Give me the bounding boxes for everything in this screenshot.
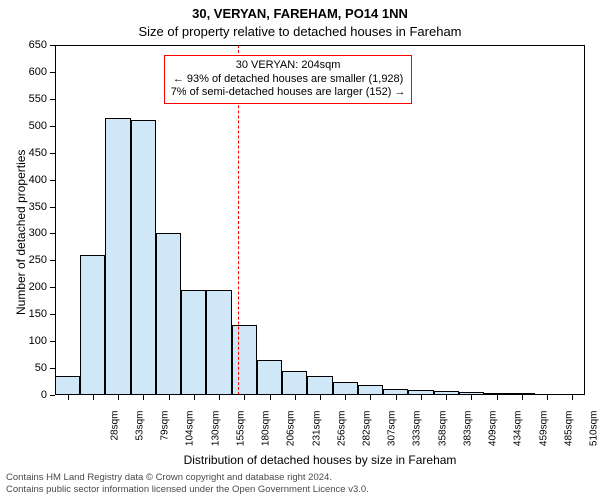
y-tick-label: 350	[0, 201, 47, 213]
x-tick-label: 206sqm	[286, 411, 297, 461]
y-tick-label: 250	[0, 254, 47, 266]
histogram-bar	[206, 290, 231, 395]
y-tick-label: 550	[0, 93, 47, 105]
chart-title-line2: Size of property relative to detached ho…	[0, 24, 600, 39]
y-tick	[50, 287, 55, 288]
annotation-line: 30 VERYAN: 204sqm	[171, 59, 406, 73]
x-tick	[143, 395, 144, 400]
y-tick	[50, 126, 55, 127]
axis-top	[55, 45, 585, 46]
y-tick-label: 600	[0, 66, 47, 78]
y-tick-label: 150	[0, 308, 47, 320]
x-tick	[522, 395, 523, 400]
axis-right	[584, 45, 585, 395]
x-tick-label: 383sqm	[462, 411, 473, 461]
y-tick	[50, 395, 55, 396]
histogram-bar	[232, 325, 257, 395]
x-tick-label: 307sqm	[387, 411, 398, 461]
x-tick-label: 510sqm	[589, 411, 600, 461]
x-tick	[471, 395, 472, 400]
x-tick	[244, 395, 245, 400]
x-tick	[270, 395, 271, 400]
histogram-bar	[307, 376, 332, 395]
y-tick	[50, 233, 55, 234]
histogram-bar	[333, 382, 358, 395]
x-tick	[320, 395, 321, 400]
x-tick-label: 282sqm	[362, 411, 373, 461]
y-tick-label: 300	[0, 227, 47, 239]
footer-line1: Contains HM Land Registry data © Crown c…	[6, 472, 369, 484]
x-tick-label: 333sqm	[412, 411, 423, 461]
y-tick	[50, 45, 55, 46]
x-tick-label: 231sqm	[311, 411, 322, 461]
attribution-footer: Contains HM Land Registry data © Crown c…	[6, 472, 369, 496]
x-tick-label: 180sqm	[261, 411, 272, 461]
annotation-box: 30 VERYAN: 204sqm← 93% of detached house…	[164, 55, 413, 104]
y-tick-label: 500	[0, 120, 47, 132]
annotation-line: 7% of semi-detached houses are larger (1…	[171, 86, 406, 100]
y-tick-label: 650	[0, 39, 47, 51]
y-tick-label: 450	[0, 147, 47, 159]
x-tick-label: 104sqm	[185, 411, 196, 461]
x-tick-label: 358sqm	[437, 411, 448, 461]
x-tick	[497, 395, 498, 400]
x-tick	[169, 395, 170, 400]
histogram-bar	[80, 255, 105, 395]
x-tick	[370, 395, 371, 400]
histogram-bar	[282, 371, 307, 395]
x-tick	[572, 395, 573, 400]
x-tick	[396, 395, 397, 400]
annotation-line: ← 93% of detached houses are smaller (1,…	[171, 73, 406, 87]
x-tick	[547, 395, 548, 400]
x-tick-label: 485sqm	[563, 411, 574, 461]
y-tick-label: 400	[0, 174, 47, 186]
x-tick-label: 409sqm	[488, 411, 499, 461]
y-tick	[50, 341, 55, 342]
histogram-bar	[105, 118, 130, 395]
x-tick-label: 256sqm	[336, 411, 347, 461]
y-tick-label: 50	[0, 362, 47, 374]
y-tick	[50, 314, 55, 315]
histogram-bar	[131, 120, 156, 395]
x-tick	[345, 395, 346, 400]
plot-area: 30 VERYAN: 204sqm← 93% of detached house…	[55, 45, 585, 395]
y-tick	[50, 153, 55, 154]
x-tick	[421, 395, 422, 400]
x-tick	[93, 395, 94, 400]
x-tick	[446, 395, 447, 400]
y-tick	[50, 72, 55, 73]
y-tick	[50, 180, 55, 181]
y-tick-label: 200	[0, 281, 47, 293]
chart-title-line1: 30, VERYAN, FAREHAM, PO14 1NN	[0, 6, 600, 21]
axis-left	[55, 45, 56, 395]
x-tick-label: 155sqm	[235, 411, 246, 461]
y-tick	[50, 260, 55, 261]
x-tick	[295, 395, 296, 400]
y-tick	[50, 99, 55, 100]
x-tick	[118, 395, 119, 400]
x-tick-label: 79sqm	[160, 411, 171, 461]
y-tick	[50, 207, 55, 208]
x-tick-label: 459sqm	[538, 411, 549, 461]
x-tick	[219, 395, 220, 400]
histogram-bar	[257, 360, 282, 395]
x-tick	[68, 395, 69, 400]
x-tick-label: 434sqm	[513, 411, 524, 461]
chart-container: { "titles": { "line1": "30, VERYAN, FARE…	[0, 0, 600, 500]
histogram-bar	[181, 290, 206, 395]
footer-line2: Contains public sector information licen…	[6, 484, 369, 496]
histogram-bar	[156, 233, 181, 395]
x-tick-label: 28sqm	[109, 411, 120, 461]
x-tick-label: 130sqm	[210, 411, 221, 461]
y-tick-label: 100	[0, 335, 47, 347]
y-tick-label: 0	[0, 389, 47, 401]
x-tick	[194, 395, 195, 400]
histogram-bar	[55, 376, 80, 395]
x-tick-label: 53sqm	[134, 411, 145, 461]
y-tick	[50, 368, 55, 369]
